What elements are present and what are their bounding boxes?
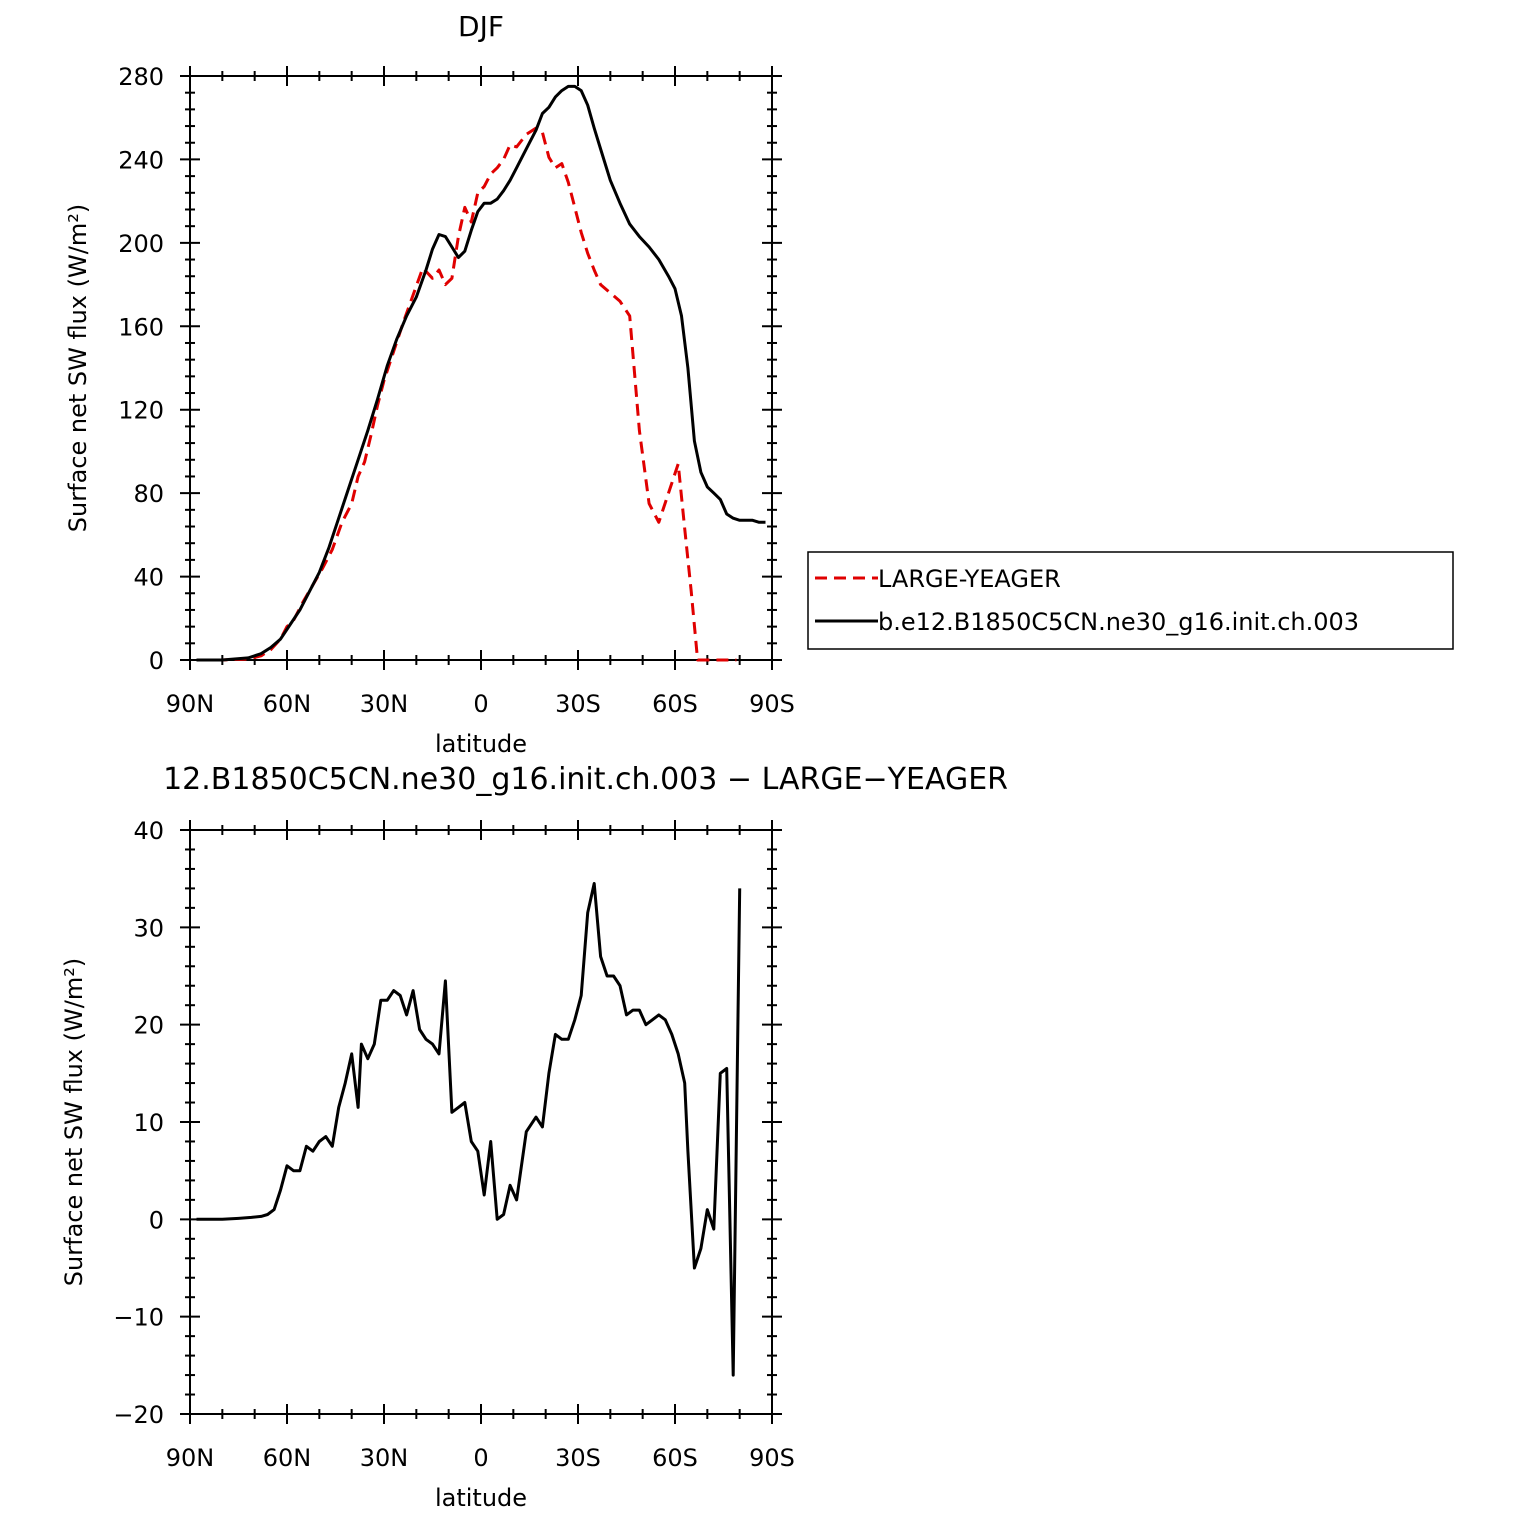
bottom-x-tick-label: 90N	[166, 1444, 215, 1472]
top-series-group	[196, 84, 766, 662]
top-y-tick-label: 80	[133, 480, 164, 508]
bottom-series-difference-line	[196, 882, 742, 1377]
bottom-y-tick-label: −20	[113, 1401, 164, 1429]
bottom-y-tick-label: 40	[133, 817, 164, 845]
bottom-axis-ticks	[180, 820, 782, 1424]
bottom-y-tick-labels: −20 −10 0 10 20 30 40	[113, 817, 164, 1429]
bottom-x-tick-label: 0	[473, 1444, 488, 1472]
bottom-plot-frame	[189, 829, 773, 1415]
top-x-tick-label: 60N	[263, 690, 312, 718]
top-y-tick-labels: 0 40 80 120 160 200 240 280	[118, 63, 164, 675]
legend-box	[807, 551, 1454, 650]
top-x-tick-label: 0	[473, 690, 488, 718]
top-x-tick-label: 30S	[555, 690, 601, 718]
bottom-y-tick-label: 0	[149, 1206, 164, 1234]
legend-label-model: b.e12.B1850C5CN.ne30_g16.init.ch.003	[878, 608, 1359, 636]
legend-label-large-yeager: LARGE-YEAGER	[878, 565, 1061, 593]
top-y-tick-label: 40	[133, 564, 164, 592]
bottom-x-tick-label: 30N	[360, 1444, 409, 1472]
bottom-x-tick-labels: 90N 60N 30N 0 30S 60S 90S	[166, 1444, 795, 1472]
bottom-y-tick-label: 20	[133, 1012, 164, 1040]
top-y-axis-label: Surface net SW flux (W/m²)	[64, 204, 92, 532]
top-panel: DJF 90N 60N 30N 0 30S 60S 90S 0 40 80 120 160 200 24…	[64, 10, 1454, 758]
top-y-tick-label: 160	[118, 313, 164, 341]
bottom-y-tick-label: −10	[113, 1304, 164, 1332]
top-plot-frame	[189, 75, 773, 661]
top-axis-ticks	[180, 66, 782, 670]
top-x-tick-label: 30N	[360, 690, 409, 718]
top-x-tick-label: 90S	[749, 690, 795, 718]
top-y-tick-label: 0	[149, 647, 164, 675]
bottom-x-tick-label: 60N	[263, 1444, 312, 1472]
top-x-tick-label: 90N	[166, 690, 215, 718]
top-y-tick-label: 280	[118, 63, 164, 91]
bottom-x-tick-label: 90S	[749, 1444, 795, 1472]
bottom-y-tick-label: 10	[133, 1109, 164, 1137]
top-y-tick-label: 200	[118, 230, 164, 258]
bottom-chart-title: 12.B1850C5CN.ne30_g16.init.ch.003 − LARG…	[163, 762, 1008, 797]
top-series-model-line	[196, 84, 766, 662]
top-y-tick-label: 240	[118, 146, 164, 174]
top-x-tick-label: 60S	[652, 690, 698, 718]
top-chart-title: DJF	[458, 10, 504, 43]
bottom-x-tick-label: 30S	[555, 1444, 601, 1472]
bottom-x-axis-label: latitude	[435, 1484, 527, 1512]
top-x-tick-labels: 90N 60N 30N 0 30S 60S 90S	[166, 690, 795, 718]
bottom-series-group	[196, 882, 742, 1377]
bottom-y-axis-label: Surface net SW flux (W/m²)	[60, 958, 88, 1286]
top-x-axis-label: latitude	[435, 730, 527, 758]
bottom-panel: 12.B1850C5CN.ne30_g16.init.ch.003 − LARG…	[60, 762, 1008, 1512]
top-y-tick-label: 120	[118, 397, 164, 425]
top-series-large-yeager-line	[196, 126, 737, 662]
legend: LARGE-YEAGER b.e12.B1850C5CN.ne30_g16.in…	[807, 551, 1454, 650]
bottom-x-tick-label: 60S	[652, 1444, 698, 1472]
bottom-y-tick-label: 30	[133, 914, 164, 942]
